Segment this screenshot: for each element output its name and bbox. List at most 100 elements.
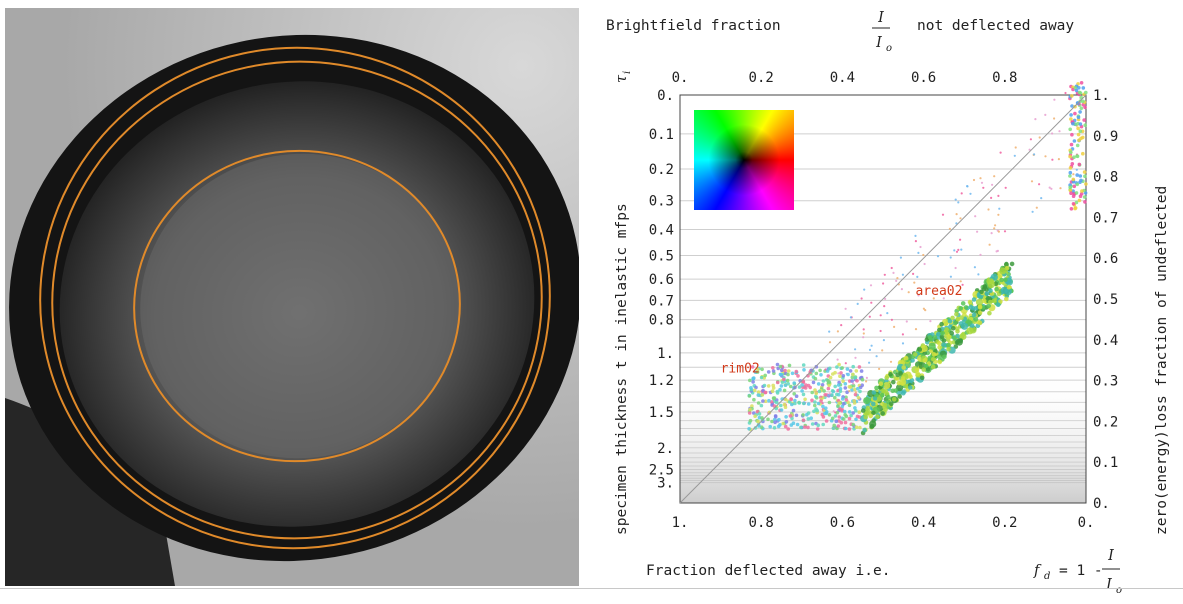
data-point — [771, 386, 776, 390]
data-point — [851, 411, 855, 415]
data-point — [1070, 132, 1074, 137]
data-point — [814, 394, 818, 399]
data-point — [960, 248, 963, 251]
data-point — [830, 416, 835, 421]
data-point — [828, 330, 831, 333]
data-point — [766, 384, 771, 388]
data-point — [898, 371, 903, 376]
data-point — [1082, 195, 1087, 199]
data-point — [999, 151, 1002, 154]
data-point — [843, 420, 848, 425]
data-point — [844, 414, 849, 419]
data-point — [972, 178, 976, 182]
data-point — [796, 374, 800, 378]
data-point — [853, 406, 857, 410]
data-point — [1079, 106, 1084, 111]
data-point — [941, 213, 945, 216]
data-point — [851, 372, 855, 377]
data-point — [922, 253, 925, 257]
data-point — [875, 414, 880, 420]
data-point — [1070, 104, 1074, 108]
bottom-tick-label: 0.2 — [992, 515, 1017, 531]
data-point — [830, 389, 835, 393]
left-title-sub: i — [622, 71, 633, 74]
top-tick-label: 0.2 — [749, 70, 774, 86]
data-point — [882, 339, 885, 342]
data-point — [1003, 277, 1008, 283]
data-point — [820, 383, 825, 387]
data-point — [925, 367, 931, 372]
data-point — [778, 387, 782, 392]
data-point — [827, 383, 831, 388]
data-point — [878, 367, 881, 370]
data-point — [1069, 117, 1073, 121]
data-point — [991, 183, 994, 186]
data-point — [815, 427, 820, 431]
data-point — [917, 294, 920, 297]
data-point — [875, 355, 878, 358]
data-point — [789, 423, 794, 427]
data-point — [801, 413, 805, 417]
data-point — [825, 369, 830, 373]
data-point — [890, 318, 893, 321]
data-point — [1057, 158, 1060, 161]
data-point — [752, 388, 757, 393]
data-point — [1048, 186, 1051, 189]
data-point — [860, 377, 865, 382]
data-point — [852, 399, 856, 403]
data-point — [836, 383, 841, 387]
data-point — [759, 425, 764, 430]
left-tick-label: 1. — [657, 346, 674, 362]
data-point — [814, 371, 819, 376]
bottom-tick-label: 0.4 — [911, 515, 936, 531]
right-tick-label: 0.9 — [1093, 129, 1118, 145]
data-point — [857, 410, 862, 415]
data-point — [1083, 174, 1087, 178]
data-point — [1074, 88, 1079, 93]
data-point — [771, 369, 776, 373]
data-point — [845, 372, 848, 375]
top-axis-title: Brightfield fraction I I o not deflected… — [606, 10, 1074, 54]
data-point — [999, 277, 1004, 283]
data-point — [834, 419, 839, 424]
data-point — [833, 414, 838, 418]
data-point — [957, 201, 960, 204]
data-point — [755, 370, 760, 374]
data-point — [837, 362, 841, 367]
left-tick-label: 1.5 — [649, 405, 674, 421]
data-point — [775, 362, 780, 367]
data-point — [1069, 113, 1073, 117]
data-point — [814, 391, 818, 396]
data-point — [1040, 197, 1043, 200]
data-point — [868, 413, 873, 419]
data-point — [836, 424, 841, 428]
data-point — [1075, 168, 1078, 171]
data-point — [1083, 123, 1087, 127]
data-point — [858, 389, 862, 394]
data-point — [1058, 130, 1061, 133]
data-point — [761, 399, 765, 403]
data-point — [835, 392, 839, 397]
data-point — [936, 354, 942, 360]
data-point — [821, 404, 825, 409]
data-point — [783, 405, 788, 410]
data-point — [768, 424, 772, 429]
data-point — [860, 297, 863, 300]
data-point — [757, 412, 762, 416]
data-point — [1076, 132, 1081, 137]
data-point — [979, 177, 982, 180]
data-point — [888, 372, 893, 377]
neighbor-particle — [5, 398, 175, 586]
data-point — [858, 385, 863, 390]
data-point — [946, 347, 951, 352]
data-point — [756, 390, 761, 394]
data-point — [893, 388, 898, 393]
data-point — [1072, 155, 1076, 159]
data-point — [868, 361, 871, 364]
data-point — [863, 288, 866, 291]
data-point — [1072, 173, 1075, 176]
data-point — [977, 304, 983, 310]
data-point — [863, 408, 871, 416]
data-point — [915, 371, 920, 376]
data-point — [960, 192, 963, 195]
